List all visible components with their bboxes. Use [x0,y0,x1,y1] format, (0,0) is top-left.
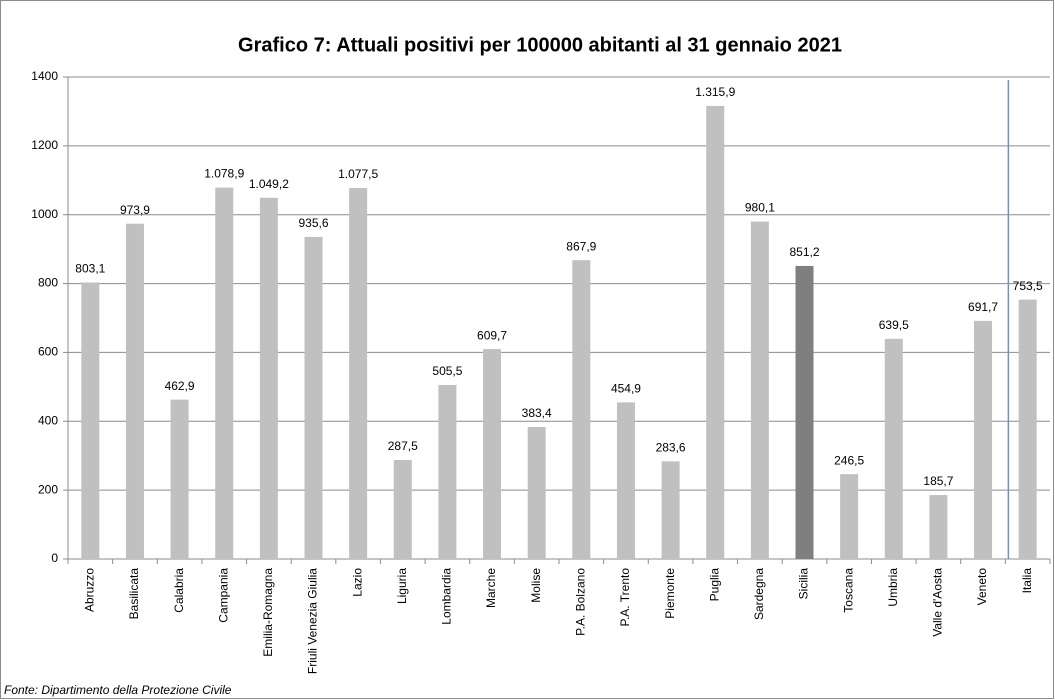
value-label: 851,2 [789,245,819,259]
bar [393,460,412,559]
value-label: 246,5 [834,453,864,467]
x-tick-label: Umbria [886,568,900,607]
bar [750,221,769,560]
value-label: 609,7 [477,328,507,342]
x-tick-label: Friuli Venezia Giulia [306,568,320,674]
bar [349,188,368,559]
value-label: 462,9 [165,379,195,393]
x-tick-label: Molise [529,568,543,603]
x-tick-label: Liguria [395,568,409,604]
y-tick-label: 1000 [31,207,58,221]
bar [974,320,993,559]
value-label: 867,9 [566,239,596,253]
y-tick-label: 400 [38,413,58,427]
x-tick-label: Emilia-Romagna [261,568,275,657]
bar [483,349,502,559]
bar [840,474,859,559]
x-tick-label: Italia [1020,568,1034,594]
value-label: 935,6 [298,216,328,230]
bar [304,236,323,559]
y-tick-label: 800 [38,276,58,290]
bar [527,427,546,559]
x-tick-label: Calabria [172,568,186,613]
x-tick-label: Piemonte [663,568,677,619]
value-label: 753,5 [1013,279,1043,293]
bar [884,338,903,559]
value-label: 383,4 [522,406,552,420]
x-tick-label: Abruzzo [82,568,96,612]
value-label: 185,7 [923,474,953,488]
bar [616,402,635,559]
value-label: 639,5 [879,318,909,332]
x-tick-label: Lazio [350,568,364,597]
bar [795,265,814,559]
bar [929,495,948,559]
bar [706,105,725,559]
value-label: 1.077,5 [338,167,378,181]
value-label: 1.078,9 [204,167,244,181]
x-tick-label: Lombardia [440,568,454,625]
source-note: Fonte: Dipartimento della Protezione Civ… [4,683,232,697]
x-tick-label: Sardegna [752,568,766,620]
y-tick-label: 0 [51,551,58,565]
bar [661,461,680,559]
y-tick-label: 1200 [31,138,58,152]
value-label: 803,1 [75,262,105,276]
x-tick-label: Marche [484,568,498,608]
x-tick-label: P.A. Bolzano [573,568,587,636]
value-label: 287,5 [388,439,418,453]
y-tick-label: 1400 [31,69,58,83]
bar [572,260,591,559]
value-label: 980,1 [745,201,775,215]
bar [170,399,189,559]
bar [438,384,457,559]
y-tick-label: 200 [38,482,58,496]
x-tick-label: Veneto [975,568,989,606]
x-tick-label: Sicilia [797,568,811,600]
bar [1018,299,1037,559]
x-tick-label: Toscana [841,568,855,613]
value-label: 973,9 [120,203,150,217]
value-label: 283,6 [656,441,686,455]
bar [125,223,144,560]
y-tick-label: 600 [38,345,58,359]
value-label: 1.315,9 [695,85,735,99]
bar [81,282,100,559]
bar [215,187,234,559]
chart-title: Grafico 7: Attuali positivi per 100000 a… [238,34,842,56]
value-label: 691,7 [968,300,998,314]
value-label: 454,9 [611,382,641,396]
x-tick-label: Basilicata [127,568,141,620]
value-label: 1.049,2 [249,177,289,191]
value-label: 505,5 [432,364,462,378]
x-tick-label: Puglia [707,568,721,602]
x-tick-label: Campania [216,568,230,623]
x-tick-label: Valle d'Aosta [931,568,945,637]
bar [259,197,278,559]
x-tick-label: P.A. Trento [618,568,632,627]
